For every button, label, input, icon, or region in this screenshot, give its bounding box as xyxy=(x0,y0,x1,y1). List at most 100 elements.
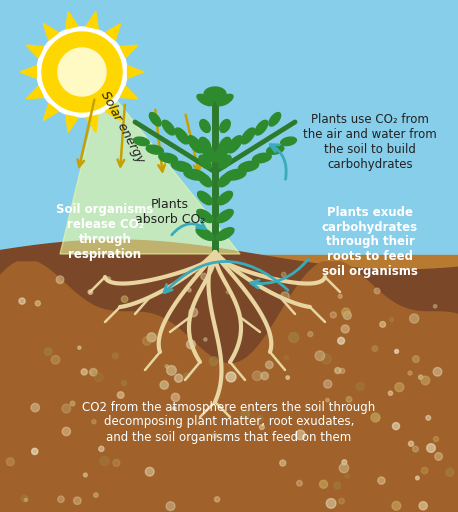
Ellipse shape xyxy=(241,128,255,144)
Ellipse shape xyxy=(219,155,231,169)
Circle shape xyxy=(195,269,201,275)
Circle shape xyxy=(94,373,103,381)
Ellipse shape xyxy=(146,145,164,154)
Ellipse shape xyxy=(269,113,281,126)
Polygon shape xyxy=(66,12,78,29)
Circle shape xyxy=(19,298,25,304)
Circle shape xyxy=(117,392,124,398)
Ellipse shape xyxy=(197,94,213,105)
Polygon shape xyxy=(66,115,78,133)
Circle shape xyxy=(6,458,14,466)
Ellipse shape xyxy=(175,128,189,144)
Circle shape xyxy=(165,365,169,368)
Circle shape xyxy=(88,290,93,294)
Circle shape xyxy=(340,368,345,373)
Circle shape xyxy=(121,296,128,303)
Circle shape xyxy=(330,312,336,318)
Circle shape xyxy=(70,401,75,406)
Circle shape xyxy=(392,501,401,510)
Circle shape xyxy=(189,308,198,317)
Circle shape xyxy=(289,333,299,343)
Circle shape xyxy=(24,498,27,501)
Circle shape xyxy=(32,449,38,455)
Circle shape xyxy=(413,356,419,362)
Circle shape xyxy=(56,276,64,284)
Circle shape xyxy=(380,322,386,327)
Circle shape xyxy=(371,413,380,422)
Circle shape xyxy=(427,444,436,452)
Circle shape xyxy=(214,497,220,502)
Circle shape xyxy=(58,496,64,502)
Circle shape xyxy=(346,397,352,402)
Circle shape xyxy=(113,459,120,466)
Ellipse shape xyxy=(255,120,268,135)
Ellipse shape xyxy=(196,228,214,240)
Circle shape xyxy=(433,305,437,308)
Circle shape xyxy=(280,460,286,466)
Ellipse shape xyxy=(134,137,149,145)
Circle shape xyxy=(343,311,351,319)
Circle shape xyxy=(98,446,104,452)
Circle shape xyxy=(166,502,175,510)
Circle shape xyxy=(315,351,325,360)
Ellipse shape xyxy=(228,136,242,153)
Circle shape xyxy=(408,371,412,375)
Ellipse shape xyxy=(252,153,271,163)
Circle shape xyxy=(286,376,289,379)
Text: Soil organisms
release CO₂
through
respiration: Soil organisms release CO₂ through respi… xyxy=(56,203,154,261)
Circle shape xyxy=(433,368,442,376)
Circle shape xyxy=(281,292,289,301)
Circle shape xyxy=(395,349,398,353)
Ellipse shape xyxy=(200,119,210,133)
Bar xyxy=(0,255,458,512)
Ellipse shape xyxy=(149,113,161,126)
Circle shape xyxy=(319,480,327,488)
Circle shape xyxy=(209,357,218,366)
Circle shape xyxy=(167,366,176,375)
Ellipse shape xyxy=(281,137,296,145)
Polygon shape xyxy=(0,240,458,512)
Ellipse shape xyxy=(217,209,233,223)
Polygon shape xyxy=(106,104,120,120)
Circle shape xyxy=(204,338,207,341)
Circle shape xyxy=(83,473,87,477)
Polygon shape xyxy=(120,45,138,58)
Ellipse shape xyxy=(217,94,233,105)
Circle shape xyxy=(58,48,106,96)
Circle shape xyxy=(122,381,126,386)
Circle shape xyxy=(390,318,393,322)
Circle shape xyxy=(62,404,71,413)
Polygon shape xyxy=(86,12,98,29)
Ellipse shape xyxy=(184,169,206,180)
Circle shape xyxy=(31,403,39,412)
Circle shape xyxy=(81,369,87,375)
Circle shape xyxy=(419,375,423,379)
Circle shape xyxy=(282,272,286,277)
Ellipse shape xyxy=(201,143,216,162)
Circle shape xyxy=(78,346,81,349)
Circle shape xyxy=(51,355,60,364)
Circle shape xyxy=(295,430,305,440)
Circle shape xyxy=(339,498,344,504)
Circle shape xyxy=(342,460,347,464)
Circle shape xyxy=(334,482,341,489)
Ellipse shape xyxy=(199,137,211,151)
Polygon shape xyxy=(86,115,98,133)
Ellipse shape xyxy=(216,228,234,240)
Polygon shape xyxy=(60,82,240,254)
Circle shape xyxy=(409,441,414,446)
Polygon shape xyxy=(128,66,144,78)
Circle shape xyxy=(339,463,349,473)
Ellipse shape xyxy=(218,191,233,205)
Circle shape xyxy=(326,499,336,508)
Ellipse shape xyxy=(219,137,231,151)
Circle shape xyxy=(92,419,96,424)
Circle shape xyxy=(342,308,350,316)
Text: Plants
absorb CO₂: Plants absorb CO₂ xyxy=(135,198,205,226)
Text: Plants exude
carbohydrates
through their
roots to feed
soil organisms: Plants exude carbohydrates through their… xyxy=(322,205,418,279)
Circle shape xyxy=(284,355,289,360)
Circle shape xyxy=(100,457,109,465)
Circle shape xyxy=(341,325,349,333)
Circle shape xyxy=(388,391,393,395)
Circle shape xyxy=(264,406,268,410)
